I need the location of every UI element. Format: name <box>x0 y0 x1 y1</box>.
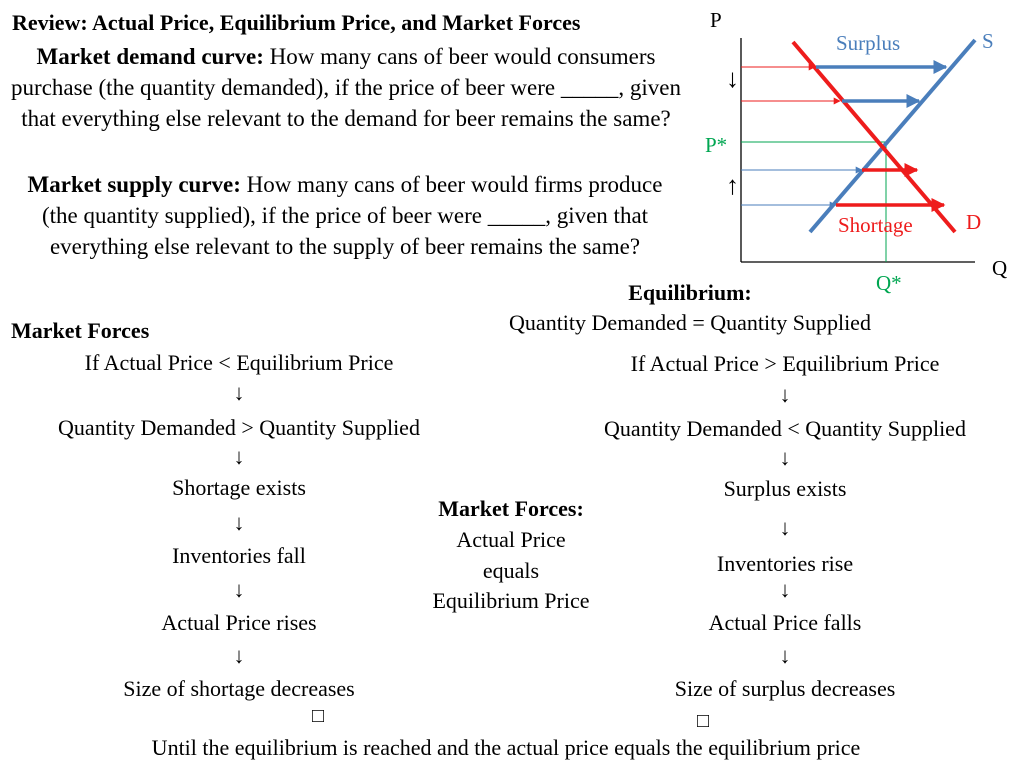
price-rises-arrow-icon: ↑ <box>726 171 739 200</box>
center-line-2: equals <box>482 558 540 583</box>
center-line-1: Actual Price <box>456 527 566 552</box>
left-chain-arrow-icon: ↓ <box>233 444 245 469</box>
qstar-label: Q* <box>876 271 902 295</box>
right-chain-arrow-icon: ↓ <box>779 643 791 668</box>
right-chain-step-6: Size of surplus decreases <box>674 676 896 701</box>
supply-demand-graph <box>740 38 977 263</box>
right-chain-step-2: Quantity Demanded < Quantity Supplied <box>604 416 966 441</box>
quantity-axis-label: Q <box>992 256 1008 280</box>
left-chain-step-5: Actual Price rises <box>161 610 317 635</box>
left-chain-step-3: Shortage exists <box>172 475 306 500</box>
supply-definition-label: Market supply curve: <box>27 172 241 197</box>
pstar-label: P* <box>705 133 728 157</box>
demand-curve <box>791 40 957 234</box>
missing-glyph-icon: □ <box>696 710 710 732</box>
left-chain-step-4: Inventories fall <box>172 543 306 568</box>
demand-curve-label: D <box>966 210 982 234</box>
equilibrium-label: Equilibrium: <box>628 280 752 305</box>
center-line-3: Equilibrium Price <box>432 588 590 613</box>
footer-conclusion: Until the equilibrium is reached and the… <box>151 735 861 760</box>
supply-curve <box>808 38 977 234</box>
price-falls-arrow-icon: ↓ <box>726 64 739 93</box>
missing-glyph-icon: □ <box>311 705 325 727</box>
equilibrium-text: Quantity Demanded = Quantity Supplied <box>509 310 871 335</box>
left-chain-step-6: Size of shortage decreases <box>123 676 355 701</box>
shortage-label: Shortage <box>838 213 913 237</box>
slide-title: Review: Actual Price, Equilibrium Price,… <box>12 10 581 35</box>
right-chain-step-3: Surplus exists <box>723 476 847 501</box>
demand-definition: Market demand curve: How many cans of be… <box>8 41 684 134</box>
price-axis-label: P <box>710 8 722 32</box>
surplus-label: Surplus <box>836 31 901 55</box>
supply-curve-label: S <box>982 29 994 53</box>
demand-definition-text: How many cans of beer would consumers pu… <box>11 44 681 131</box>
center-market-forces-label: Market Forces: <box>438 496 584 521</box>
right-chain-step-1: If Actual Price > Equilibrium Price <box>630 351 940 376</box>
right-chain-step-4: Inventories rise <box>716 551 854 576</box>
right-chain-step-5: Actual Price falls <box>708 610 862 635</box>
left-chain-step-2: Quantity Demanded > Quantity Supplied <box>58 415 420 440</box>
left-chain-arrow-icon: ↓ <box>233 510 245 535</box>
right-chain-arrow-icon: ↓ <box>779 382 791 407</box>
supply-definition-text: How many cans of beer would firms produc… <box>41 172 663 259</box>
right-chain-arrow-icon: ↓ <box>779 515 791 540</box>
left-chain-arrow-icon: ↓ <box>233 643 245 668</box>
right-chain-arrow-icon: ↓ <box>779 577 791 602</box>
demand-definition-label: Market demand curve: <box>36 44 264 69</box>
left-chain-arrow-icon: ↓ <box>233 577 245 602</box>
market-forces-heading: Market Forces <box>11 318 150 343</box>
right-chain-arrow-icon: ↓ <box>779 445 791 470</box>
left-chain-step-1: If Actual Price < Equilibrium Price <box>84 350 394 375</box>
left-chain-arrow-icon: ↓ <box>233 380 245 405</box>
supply-definition: Market supply curve: How many cans of be… <box>22 169 668 262</box>
